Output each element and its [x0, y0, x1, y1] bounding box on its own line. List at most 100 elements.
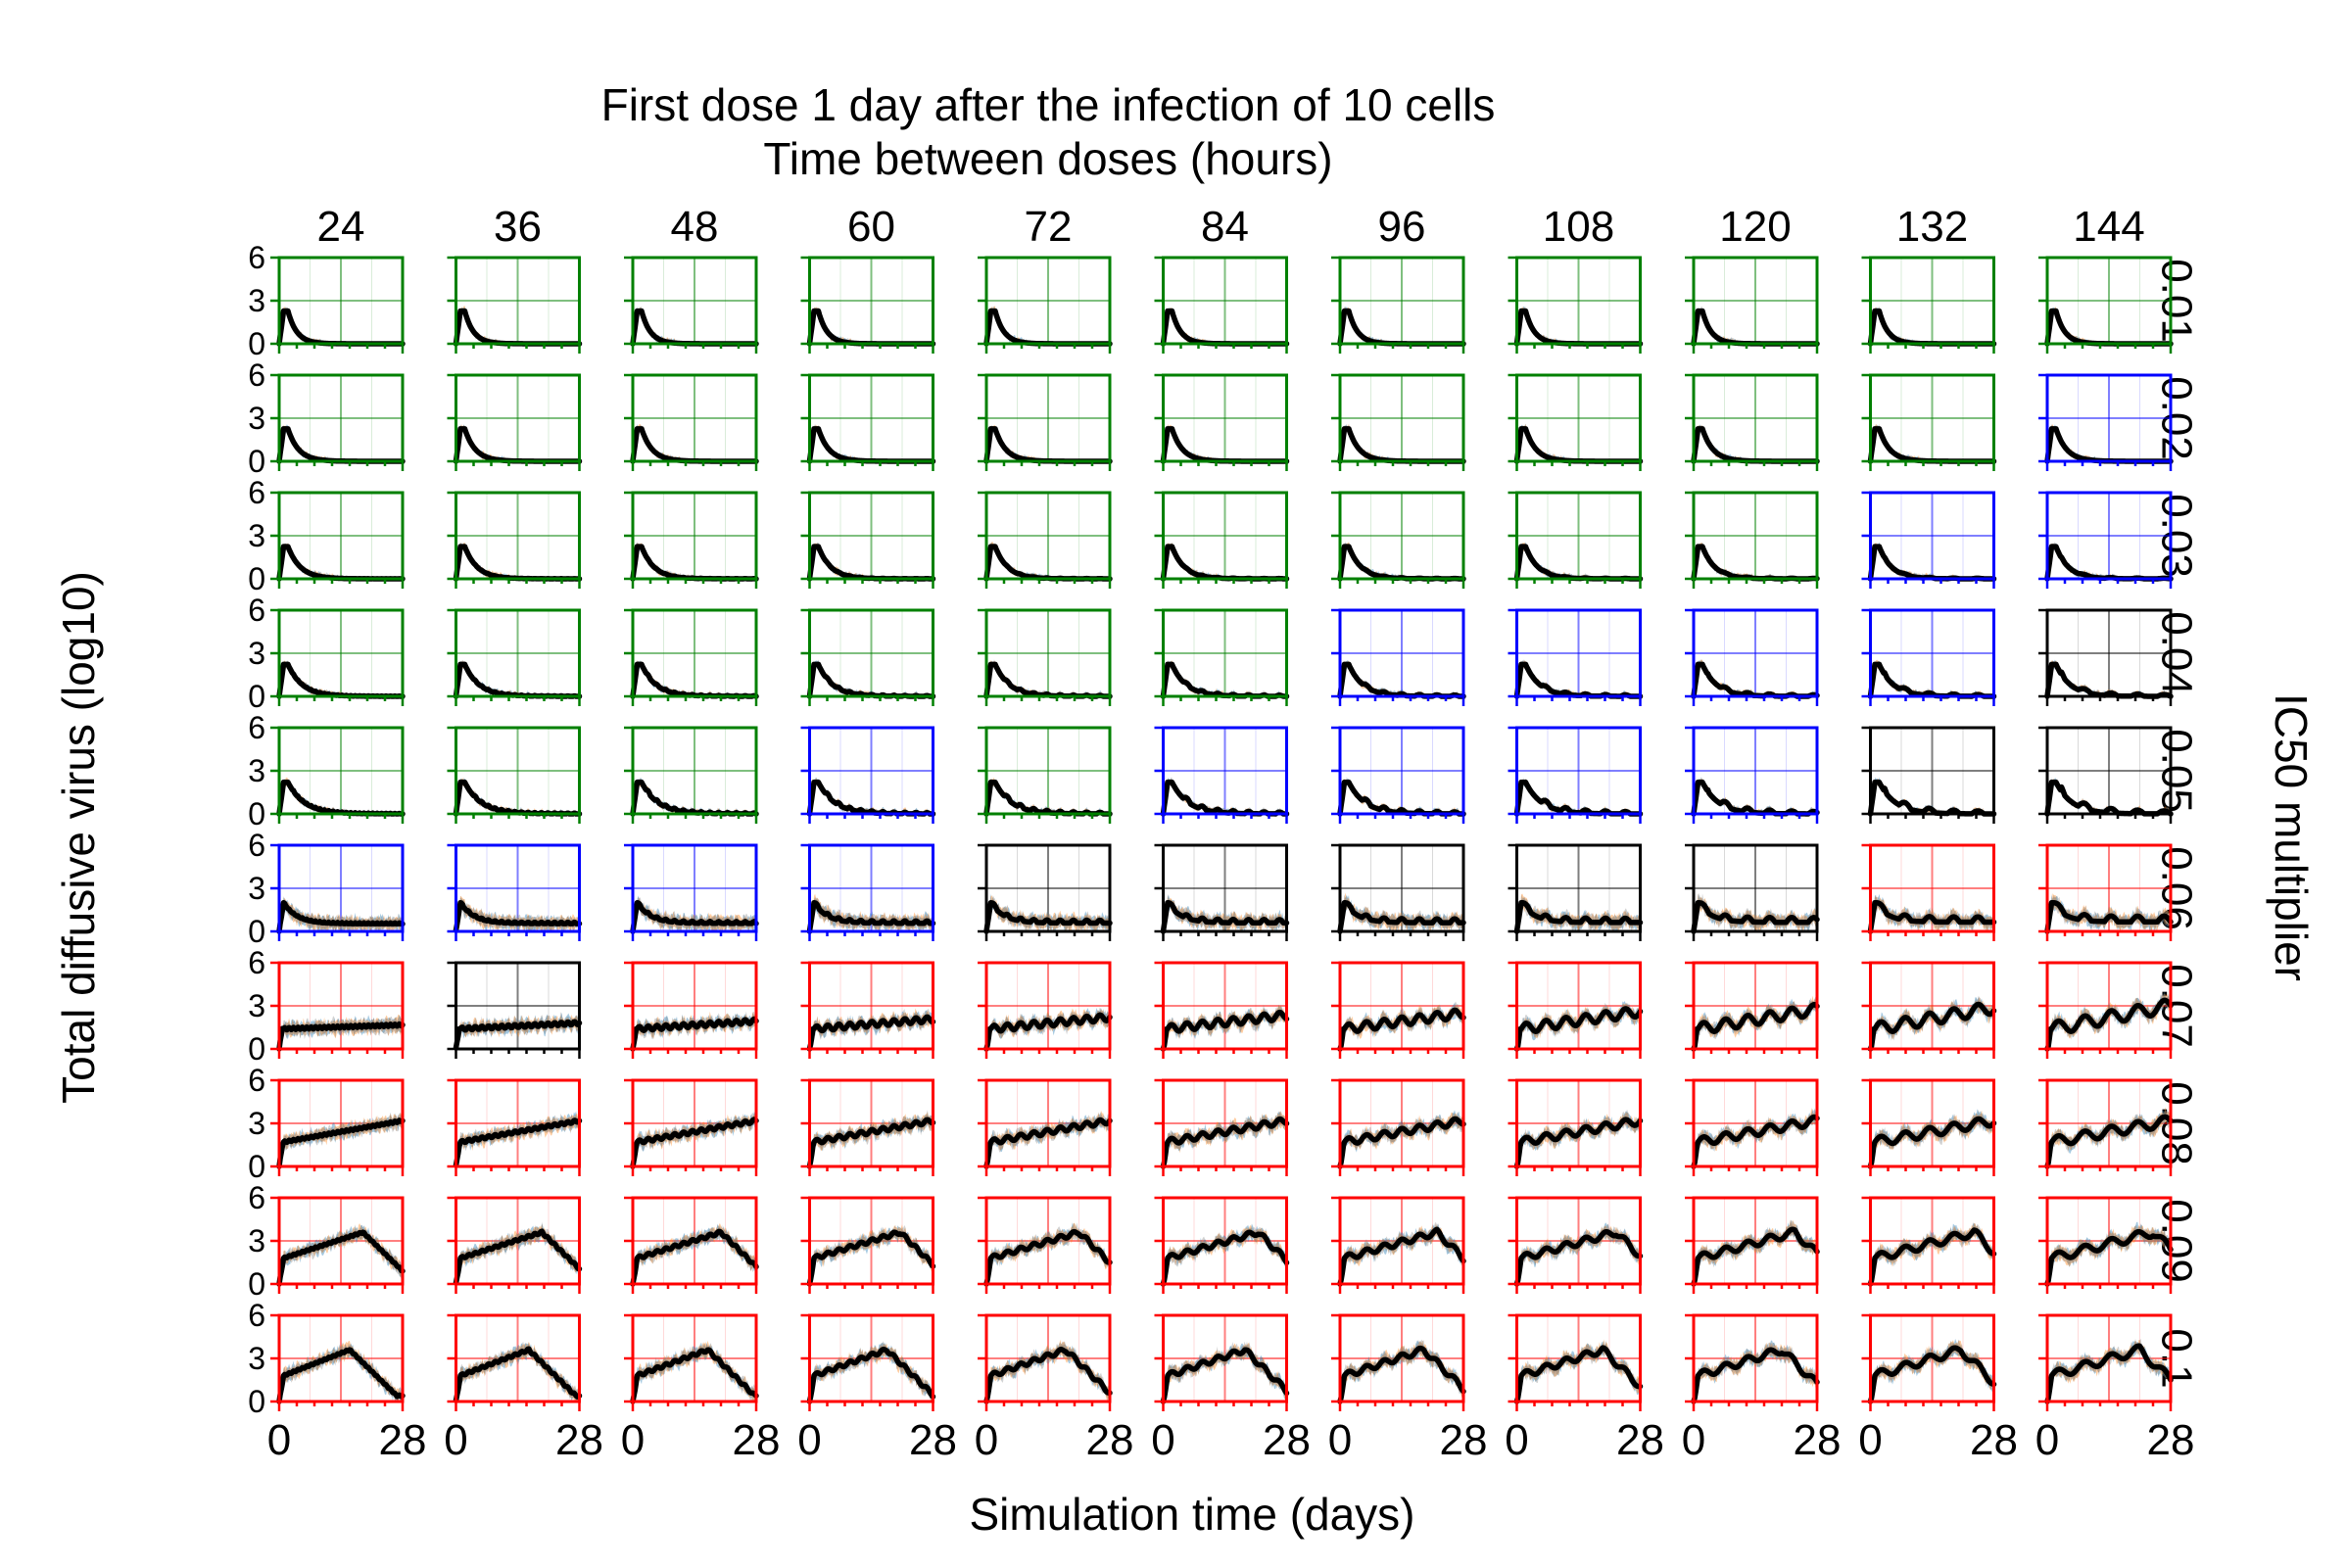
mean-trajectory-line	[2044, 1228, 2174, 1287]
uncertainty-band	[1163, 1343, 1287, 1402]
panel-0.01-60	[800, 256, 936, 354]
panel-0.07-108	[1508, 961, 1644, 1059]
x-tick-label: 0	[1151, 1416, 1174, 1464]
panel-0.05-72	[978, 726, 1113, 824]
column-header-132: 132	[1896, 203, 1968, 251]
y-tick-label: 0	[248, 1384, 265, 1419]
uncertainty-band	[1870, 997, 1994, 1049]
panel-0.05-24	[270, 726, 406, 824]
mean-trajectory-line	[453, 1228, 583, 1286]
y-tick-label: 0	[248, 1266, 265, 1302]
panel-0.02-144	[2038, 373, 2174, 471]
y-tick-label: 0	[248, 1149, 265, 1184]
x-tick-label: 28	[1263, 1416, 1311, 1464]
x-axis-label: Simulation time (days)	[969, 1489, 1414, 1540]
uncertainty-band	[1340, 542, 1463, 580]
panel-0.04-48	[624, 608, 759, 706]
mean-trajectory-line	[1337, 899, 1466, 934]
x-tick-label: 28	[1086, 1416, 1134, 1464]
uncertainty-band	[2047, 893, 2171, 931]
y-tick-label: 3	[248, 753, 265, 788]
panel-0.03-132	[1861, 491, 1997, 589]
panel-0.03-96	[1331, 491, 1466, 589]
y-tick-label: 6	[248, 945, 265, 980]
panel-0.01-120	[1685, 256, 1820, 354]
mean-trajectory-line	[630, 1117, 759, 1169]
panel-0.07-96	[1331, 961, 1466, 1059]
panel-0.05-120	[1685, 726, 1820, 824]
mean-trajectory-line	[453, 1117, 583, 1168]
x-tick-label: 0	[267, 1416, 291, 1464]
y-tick-label: 0	[248, 1031, 265, 1067]
uncertainty-band	[1163, 542, 1287, 580]
mean-trajectory-line	[806, 1117, 936, 1169]
panel-0.1-108	[1508, 1313, 1644, 1411]
uncertainty-band	[1340, 1223, 1463, 1284]
y-tick-label: 6	[248, 828, 265, 863]
panel-0.03-36	[447, 491, 583, 589]
y-tick-label: 0	[248, 679, 265, 714]
right-axis-label: IC50 multiplier	[2266, 693, 2317, 981]
mean-trajectory-line	[1513, 1117, 1644, 1169]
panel-0.08-120	[1685, 1078, 1820, 1176]
uncertainty-band	[1163, 1223, 1287, 1284]
panel-0.07-132	[1861, 961, 1997, 1059]
mean-trajectory-line	[1337, 1116, 1466, 1169]
uncertainty-band	[2047, 1338, 2171, 1402]
mean-trajectory-line	[1867, 1227, 1997, 1287]
panel-0.09-96	[1331, 1196, 1466, 1294]
panel-0.01-96	[1331, 256, 1466, 354]
panel-0.04-144	[2038, 608, 2174, 706]
mean-trajectory-line	[1160, 1116, 1290, 1169]
panel-0.09-84	[1154, 1196, 1290, 1294]
mean-trajectory-line	[1513, 1006, 1644, 1052]
panel-0.09-24	[270, 1196, 406, 1294]
panel-0.03-48	[624, 491, 759, 589]
panel-0.08-144	[2038, 1078, 2174, 1176]
panel-0.01-48	[624, 256, 759, 354]
panel-0.08-84	[1154, 1078, 1290, 1176]
panel-0.09-72	[978, 1196, 1113, 1294]
mean-trajectory-line	[453, 899, 583, 933]
x-tick-label: 28	[1794, 1416, 1842, 1464]
mean-trajectory-line	[806, 1346, 936, 1404]
y-tick-label: 3	[248, 1223, 265, 1259]
mean-trajectory-line	[2044, 997, 2174, 1052]
panel-0.02-72	[978, 373, 1113, 471]
uncertainty-band	[1516, 1225, 1641, 1286]
mean-trajectory-line	[983, 1347, 1113, 1404]
panel-0.1-132	[1861, 1313, 1997, 1411]
panel-0.05-96	[1331, 726, 1466, 824]
mean-trajectory-line	[1867, 1001, 1997, 1052]
uncertainty-band	[1516, 1222, 1641, 1285]
panel-0.06-132	[1861, 843, 1997, 941]
panel-0.07-72	[978, 961, 1113, 1059]
column-header-96: 96	[1378, 203, 1426, 251]
x-tick-label: 28	[1440, 1416, 1488, 1464]
panel-0.08-24	[270, 1078, 406, 1176]
mean-trajectory-line	[2044, 1114, 2174, 1169]
panel-0.1-24	[270, 1313, 406, 1411]
x-tick-label: 0	[1682, 1416, 1705, 1464]
y-tick-label: 3	[248, 1106, 265, 1141]
y-tick-label: 3	[248, 871, 265, 906]
uncertainty-band	[1163, 1112, 1287, 1166]
y-tick-label: 3	[248, 518, 265, 553]
uncertainty-band	[1340, 1223, 1463, 1286]
mean-trajectory-line	[806, 1014, 936, 1052]
panel-0.07-36	[447, 961, 583, 1059]
panel-0.06-120	[1685, 843, 1820, 941]
uncertainty-band	[986, 1110, 1110, 1165]
x-tick-label: 28	[1616, 1416, 1664, 1464]
panel-0.06-96	[1331, 843, 1466, 941]
uncertainty-band	[2047, 1223, 2171, 1284]
panel-0.05-132	[1861, 726, 1997, 824]
column-header-120: 120	[1719, 203, 1791, 251]
panel-0.03-144	[2038, 491, 2174, 589]
mean-trajectory-line	[1691, 1347, 1820, 1404]
x-tick-label: 0	[444, 1416, 467, 1464]
panel-0.1-72	[978, 1313, 1113, 1411]
mean-trajectory-line	[1160, 1347, 1290, 1404]
uncertainty-band	[809, 1224, 934, 1286]
uncertainty-band	[279, 543, 403, 580]
